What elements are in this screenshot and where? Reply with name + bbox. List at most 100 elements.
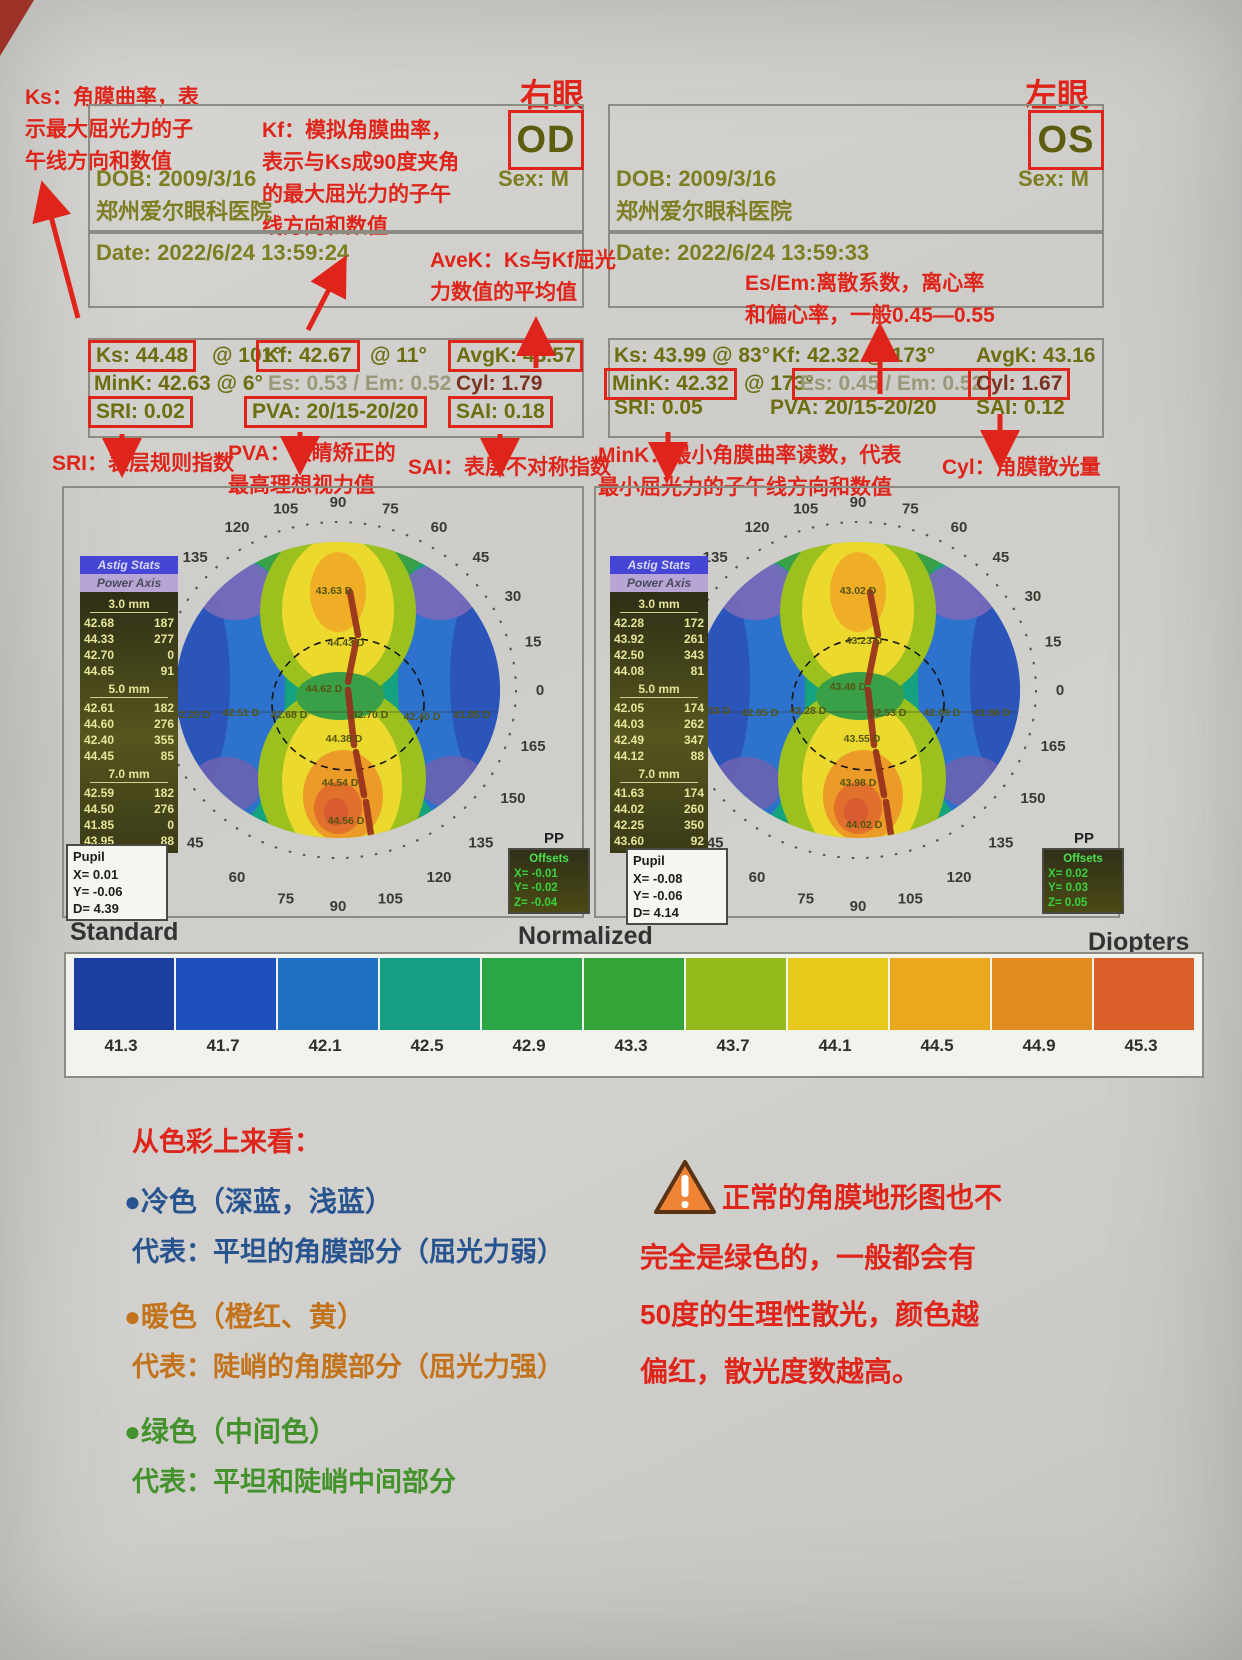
annotation-line: 最高理想视力值 — [228, 473, 375, 497]
od-cyl-value: Cyl: 1.79 — [456, 372, 543, 395]
scale-swatch — [890, 958, 990, 1030]
scale-swatch — [788, 958, 888, 1030]
power-value-label: 43.55 D — [844, 733, 881, 745]
zone-row: 44.65 91 — [84, 664, 174, 678]
zone-row: 42.59 182 — [84, 786, 174, 800]
os-cyl-value: Cyl: 1.67 — [968, 368, 1071, 400]
warning-line: 50度的生理性散光，颜色越 — [640, 1299, 980, 1330]
os-kf-value: Kf: 42.32 @ 173° — [772, 344, 936, 367]
power-value-label: 43.63 D — [316, 585, 353, 597]
degree-label: 135 — [468, 835, 493, 852]
power-value-label: 42.51 D — [223, 707, 260, 719]
annotation-line: Kf：模拟角膜曲率， — [262, 119, 453, 142]
pupil-x: X= 0.01 — [73, 867, 119, 882]
pupil-d: D= 4.39 — [73, 901, 119, 916]
power-value-label: 44.02 D — [846, 819, 883, 831]
os-dob: DOB: 2009/3/16 — [616, 166, 777, 191]
od-values-box — [88, 338, 584, 438]
zone-row: 44.45 85 — [84, 749, 174, 763]
od-pupil-box: Pupil X= 0.01 Y= -0.06 D= 4.39 — [66, 844, 168, 921]
power-value-label: 43.98 D — [840, 777, 877, 789]
degree-label: 75 — [797, 891, 814, 908]
annotation-line: MinK：最小角膜曲率读数，代表 — [598, 444, 902, 467]
scale-value: 43.7 — [716, 1036, 750, 1055]
od-pva-value: PVA: 20/15-20/20 — [244, 396, 427, 428]
es-em-annotation: Es/Em:离散系数，离心率 和偏心率，一般0.45—0.55 — [745, 268, 995, 332]
zone-label: 5.0 mm — [90, 682, 168, 698]
degree-label: 75 — [277, 891, 294, 908]
od-topography-map: 0153045607590105120135150165150135120105… — [151, 494, 546, 915]
od-mink-value: MinK: 42.63 @ 6° — [94, 372, 263, 395]
os-values-box — [608, 338, 1104, 438]
diopters-label: Diopters — [1088, 928, 1190, 956]
od-map-box: 0153045607590105120135150165150135120105… — [62, 486, 584, 918]
pupil-y: Y= -0.06 — [73, 884, 123, 899]
od-pp-label: PP — [544, 830, 565, 847]
od-esem-value: Es: 0.53 / Em: 0.52 — [268, 372, 452, 395]
scale-value: 42.5 — [410, 1036, 444, 1055]
normalized-label: Normalized — [518, 922, 653, 950]
od-hospital: 郑州爱尔眼科医院 — [96, 199, 273, 224]
zone-row: 43.92 261 — [614, 632, 704, 646]
zone-label: 3.0 mm — [620, 597, 698, 613]
power-value-label: 44.56 D — [328, 815, 365, 827]
degree-label: 90 — [850, 898, 867, 915]
degree-label: 90 — [330, 494, 347, 511]
scale-value: 41.3 — [104, 1036, 138, 1055]
scale-swatch — [74, 958, 174, 1030]
od-kf-axis: @ 11° — [370, 344, 427, 367]
standard-label: Standard — [70, 918, 179, 946]
annotation-line: 午线方向和数值 — [25, 149, 172, 173]
degree-label: 135 — [703, 549, 728, 566]
os-mink-value: MinK: 42.32 — [604, 368, 737, 400]
annotation-line: 表示与Ks成90度夹角 — [262, 150, 460, 174]
left-eye-title: 左眼 — [1025, 77, 1090, 113]
degree-label: 90 — [330, 898, 347, 915]
zone-row: 42.28 172 — [614, 616, 704, 630]
astig-stats-body: 3.0 mm 42.68 187 44.33 277 42.70 0 44.65 91 5.0 m… — [80, 592, 178, 853]
zone-row: 42.05 174 — [614, 701, 704, 715]
os-sai-value: SAI: 0.12 — [976, 396, 1065, 419]
os-sex: Sex: M — [1018, 166, 1089, 191]
power-value-label: 43.23 D — [846, 635, 883, 647]
scale-swatch — [278, 958, 378, 1030]
degree-label: 75 — [382, 500, 399, 517]
annotation-line: 示最大屈光力的子 — [25, 117, 193, 141]
zone-row: 41.85 0 — [84, 818, 174, 832]
degree-label: 135 — [988, 835, 1013, 852]
os-date-box — [608, 232, 1104, 308]
astig-stats-body: 3.0 mm 42.28 172 43.92 261 42.50 343 44.08 81 5.0… — [610, 592, 708, 853]
power-value-label: 42.29 D — [174, 709, 211, 721]
power-value-label: 41.86 D — [974, 707, 1011, 719]
power-value-label: 44.62 D — [306, 683, 343, 695]
scale-value: 45.3 — [1124, 1036, 1158, 1055]
degree-label: 150 — [1020, 790, 1045, 807]
degree-label: 105 — [793, 500, 818, 517]
color-scale-swatches — [74, 958, 1194, 1030]
scale-swatch — [686, 958, 786, 1030]
power-value-label: 42.68 D — [271, 709, 308, 721]
annotation-line: AveK：Ks与Kf屈光 — [430, 249, 616, 272]
power-value-label: 42.05 D — [742, 707, 779, 719]
os-topography-map: 0153045607590105120135150165150135120105… — [671, 494, 1066, 915]
pupil-d: D= 4.14 — [633, 905, 679, 920]
os-ks-value: Ks: 43.99 @ 83° — [614, 344, 771, 367]
legend-green-desc: 代表：平坦和陡峭中间部分 — [132, 1467, 456, 1497]
right-eye-title: 右眼 — [520, 77, 585, 113]
od-astig-stats-panel: Astig Stats Power Axis 3.0 mm 42.68 187 44.33… — [80, 556, 178, 853]
offsets-title: Offsets — [529, 853, 569, 865]
od-ks-value: Ks: 44.48 — [88, 340, 197, 372]
sri-annotation: SRI：表层规则指数 — [52, 452, 235, 475]
scale-value: 44.9 — [1022, 1036, 1056, 1055]
offsets-x: X= 0.02 — [1048, 867, 1088, 880]
power-value-label: 43.48 D — [830, 681, 867, 693]
legend-warm-desc: 代表：陡峭的角膜部分（屈光力强） — [132, 1352, 564, 1382]
scale-value: 41.7 — [206, 1036, 240, 1055]
power-value-label: 42.09 D — [924, 707, 961, 719]
od-sai-value: SAI: 0.18 — [448, 396, 553, 428]
os-hospital: 郑州爱尔眼科医院 — [616, 199, 793, 224]
degree-label: 90 — [850, 494, 867, 511]
annotation-line: 和偏心率，一般0.45—0.55 — [745, 303, 995, 327]
zone-row: 43.60 92 — [614, 834, 704, 848]
scale-value: 42.9 — [512, 1036, 546, 1055]
